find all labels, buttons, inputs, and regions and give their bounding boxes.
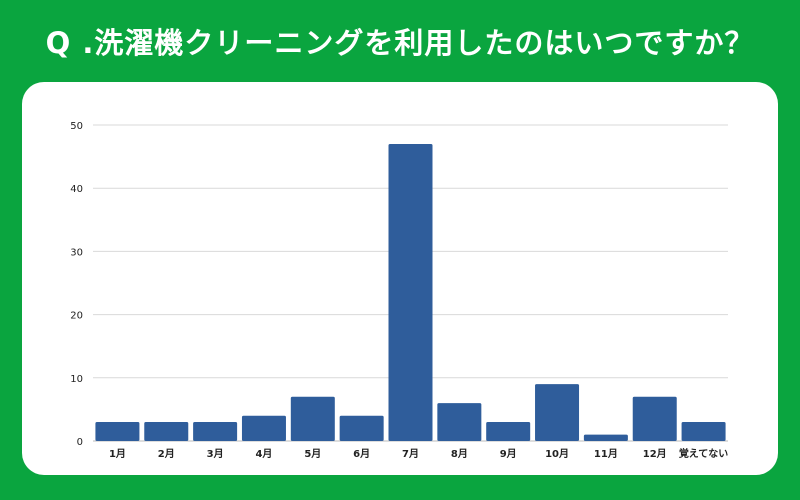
y-tick-label: 10 xyxy=(70,374,83,385)
x-tick-label: 9月 xyxy=(500,448,517,460)
bar-9 xyxy=(486,422,531,441)
bar-7 xyxy=(388,143,433,441)
bar-10 xyxy=(535,384,580,441)
y-tick-label: 20 xyxy=(70,311,83,322)
x-tick-label: 8月 xyxy=(451,448,468,460)
y-tick-label: 50 xyxy=(70,121,83,132)
y-tick-label: 40 xyxy=(70,184,83,195)
x-tick-label: 1月 xyxy=(109,448,126,460)
bar-chart: 0 10 20 30 40 50 1月 2月 3月 4月 5月 6月 7月 8月 9月 10月 11月 12月覚… xyxy=(70,121,728,460)
y-tick-label: 0 xyxy=(77,437,83,448)
x-tick-label: 12月 xyxy=(643,448,667,460)
bar-8 xyxy=(437,403,482,441)
bar-6 xyxy=(339,415,384,441)
y-axis-ticks: 0 10 20 30 40 50 xyxy=(70,121,83,448)
bar-5 xyxy=(290,396,335,441)
y-tick-label: 30 xyxy=(70,247,83,258)
x-tick-label: 2月 xyxy=(158,448,175,460)
bar-12 xyxy=(632,396,677,441)
bar-3 xyxy=(193,422,238,441)
x-tick-label: 4月 xyxy=(255,448,272,460)
bar-4 xyxy=(241,415,286,441)
bar-2 xyxy=(144,422,189,441)
page-title: Q .洗濯機クリーニングを利用したのはいつですか？ xyxy=(45,26,755,60)
x-tick-label: 10月 xyxy=(545,448,569,460)
bar-1 xyxy=(95,422,140,441)
x-tick-label: 6月 xyxy=(353,448,370,460)
x-tick-label: 5月 xyxy=(304,448,321,460)
x-tick-label: 3月 xyxy=(207,448,224,460)
x-tick-label: 11月 xyxy=(594,448,618,460)
x-tick-label: 覚えてない xyxy=(679,447,729,460)
bar-11 xyxy=(583,434,628,441)
x-tick-label: 7月 xyxy=(402,448,419,460)
bar-13 xyxy=(681,422,726,441)
x-axis-ticks: 1月 2月 3月 4月 5月 6月 7月 8月 9月 10月 11月 12月 覚えてない xyxy=(109,447,728,460)
chart-card: 0 10 20 30 40 50 1月 2月 3月 4月 5月 6月 7月 8月 9月 10月 11月 12月覚… xyxy=(22,82,778,475)
bars xyxy=(95,143,726,441)
